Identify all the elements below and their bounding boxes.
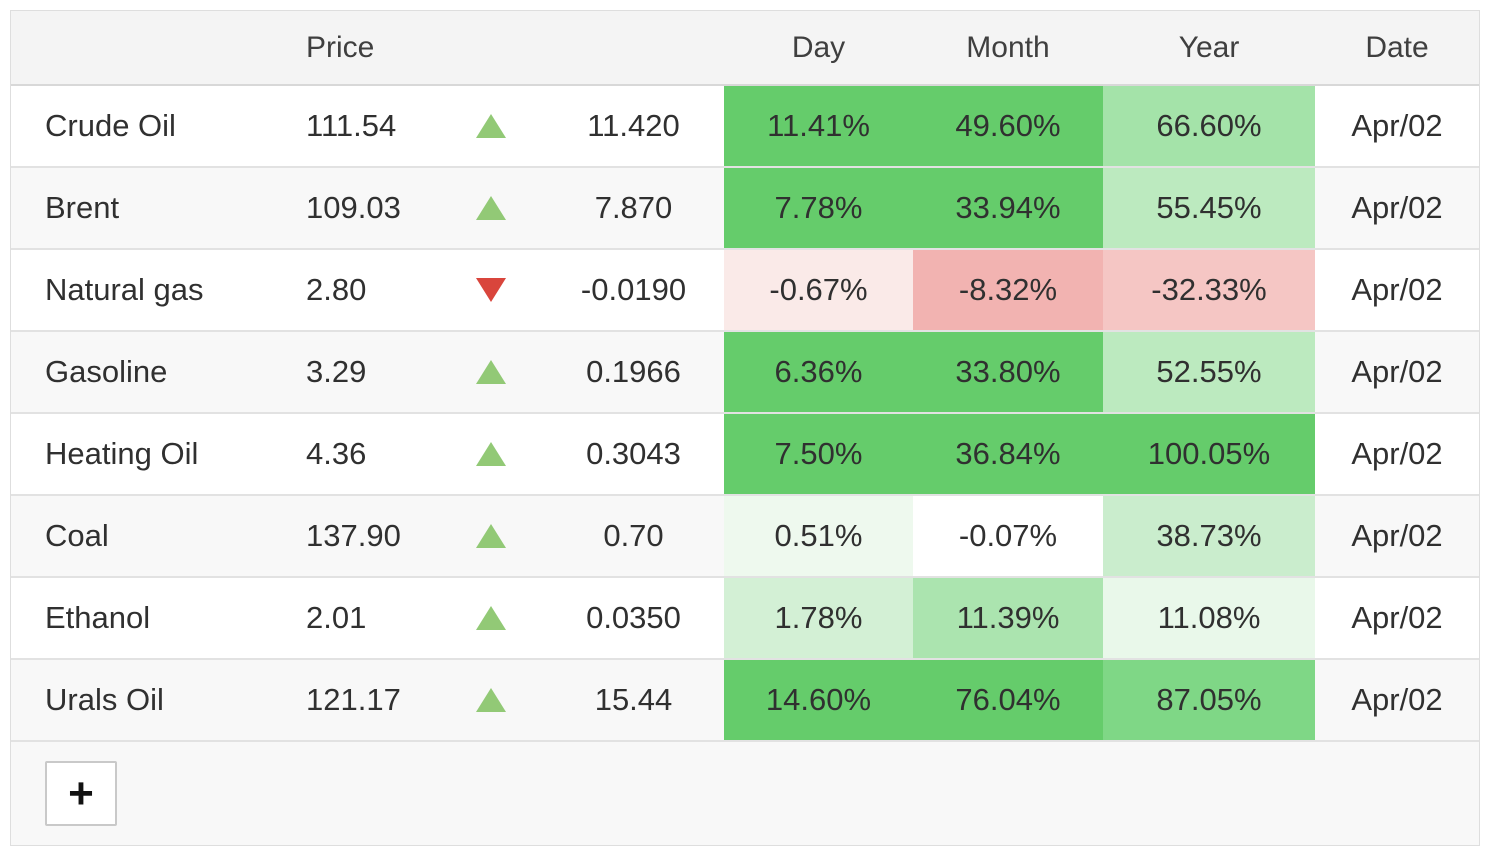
up-triangle-icon xyxy=(476,196,506,220)
day-change-cell: 7.78% xyxy=(724,168,913,248)
commodity-name[interactable]: Brent xyxy=(45,190,120,225)
month-change-cell: 33.94% xyxy=(913,168,1103,248)
day-change-cell: -0.67% xyxy=(724,250,913,330)
day-change-cell: 1.78% xyxy=(724,578,913,658)
year-change-cell: 87.05% xyxy=(1103,660,1315,740)
change-value: 15.44 xyxy=(594,682,673,717)
date-value: Apr/02 xyxy=(1351,518,1443,553)
change-direction xyxy=(451,332,531,412)
day-change-cell: 7.50% xyxy=(724,414,913,494)
table-header-row: Price Day Month Year Date xyxy=(11,11,1479,86)
price-value: 2.80 xyxy=(306,272,367,307)
commodity-name[interactable]: Gasoline xyxy=(45,354,168,389)
year-change-cell: 55.45% xyxy=(1103,168,1315,248)
month-change-cell: 49.60% xyxy=(913,86,1103,166)
change-direction xyxy=(451,660,531,740)
change-direction xyxy=(451,168,531,248)
month-change-cell: 76.04% xyxy=(913,660,1103,740)
header-date: Date xyxy=(1365,30,1429,64)
date-value: Apr/02 xyxy=(1351,600,1443,635)
year-change-cell: -32.33% xyxy=(1103,250,1315,330)
add-commodity-button[interactable]: + xyxy=(45,761,117,826)
date-value: Apr/02 xyxy=(1351,682,1443,717)
price-value: 2.01 xyxy=(306,600,367,635)
day-change-cell: 14.60% xyxy=(724,660,913,740)
header-year: Year xyxy=(1178,30,1240,64)
table-row: Crude Oil 111.54 11.420 11.41% 49.60% 66… xyxy=(11,86,1479,168)
change-direction xyxy=(451,578,531,658)
commodity-name[interactable]: Urals Oil xyxy=(45,682,164,717)
table-row: Gasoline 3.29 0.1966 6.36% 33.80% 52.55%… xyxy=(11,332,1479,414)
header-day: Day xyxy=(791,30,846,64)
month-change-cell: -0.07% xyxy=(913,496,1103,576)
day-change-cell: 11.41% xyxy=(724,86,913,166)
price-value: 109.03 xyxy=(306,190,401,225)
month-change-cell: -8.32% xyxy=(913,250,1103,330)
up-triangle-icon xyxy=(476,688,506,712)
year-change-cell: 66.60% xyxy=(1103,86,1315,166)
price-value: 4.36 xyxy=(306,436,367,471)
date-value: Apr/02 xyxy=(1351,436,1443,471)
commodity-name[interactable]: Crude Oil xyxy=(45,108,176,143)
year-change-cell: 52.55% xyxy=(1103,332,1315,412)
table-row: Coal 137.90 0.70 0.51% -0.07% 38.73% Apr… xyxy=(11,496,1479,578)
date-value: Apr/02 xyxy=(1351,272,1443,307)
up-triangle-icon xyxy=(476,524,506,548)
change-value: 0.1966 xyxy=(586,354,681,389)
table-row: Ethanol 2.01 0.0350 1.78% 11.39% 11.08% … xyxy=(11,578,1479,660)
commodity-name[interactable]: Heating Oil xyxy=(45,436,199,471)
table-body: Crude Oil 111.54 11.420 11.41% 49.60% 66… xyxy=(11,86,1479,742)
price-value: 137.90 xyxy=(306,518,401,553)
change-direction xyxy=(451,496,531,576)
commodity-name[interactable]: Natural gas xyxy=(45,272,204,307)
up-triangle-icon xyxy=(476,442,506,466)
change-value: 0.3043 xyxy=(586,436,681,471)
month-change-cell: 11.39% xyxy=(913,578,1103,658)
header-price: Price xyxy=(306,30,375,64)
change-value: -0.0190 xyxy=(580,272,687,307)
header-month: Month xyxy=(966,30,1050,64)
date-value: Apr/02 xyxy=(1351,190,1443,225)
table-row: Brent 109.03 7.870 7.78% 33.94% 55.45% A… xyxy=(11,168,1479,250)
change-value: 0.70 xyxy=(603,518,664,553)
table-row: Natural gas 2.80 -0.0190 -0.67% -8.32% -… xyxy=(11,250,1479,332)
down-triangle-icon xyxy=(476,278,506,302)
change-value: 7.870 xyxy=(594,190,673,225)
change-direction xyxy=(451,414,531,494)
year-change-cell: 38.73% xyxy=(1103,496,1315,576)
price-value: 111.54 xyxy=(306,108,397,143)
change-value: 0.0350 xyxy=(586,600,681,635)
price-value: 3.29 xyxy=(306,354,367,389)
date-value: Apr/02 xyxy=(1351,354,1443,389)
day-change-cell: 6.36% xyxy=(724,332,913,412)
table-footer: + xyxy=(11,742,1479,845)
up-triangle-icon xyxy=(476,606,506,630)
up-triangle-icon xyxy=(476,114,506,138)
change-direction xyxy=(451,86,531,166)
day-change-cell: 0.51% xyxy=(724,496,913,576)
date-value: Apr/02 xyxy=(1351,108,1443,143)
commodity-name[interactable]: Ethanol xyxy=(45,600,151,635)
commodities-table: Price Day Month Year Date Crude Oil 111.… xyxy=(10,10,1480,846)
price-value: 121.17 xyxy=(306,682,401,717)
year-change-cell: 100.05% xyxy=(1103,414,1315,494)
year-change-cell: 11.08% xyxy=(1103,578,1315,658)
commodity-name[interactable]: Coal xyxy=(45,518,109,553)
change-value: 11.420 xyxy=(587,108,680,143)
change-direction xyxy=(451,250,531,330)
month-change-cell: 33.80% xyxy=(913,332,1103,412)
month-change-cell: 36.84% xyxy=(913,414,1103,494)
up-triangle-icon xyxy=(476,360,506,384)
table-row: Urals Oil 121.17 15.44 14.60% 76.04% 87.… xyxy=(11,660,1479,742)
table-row: Heating Oil 4.36 0.3043 7.50% 36.84% 100… xyxy=(11,414,1479,496)
